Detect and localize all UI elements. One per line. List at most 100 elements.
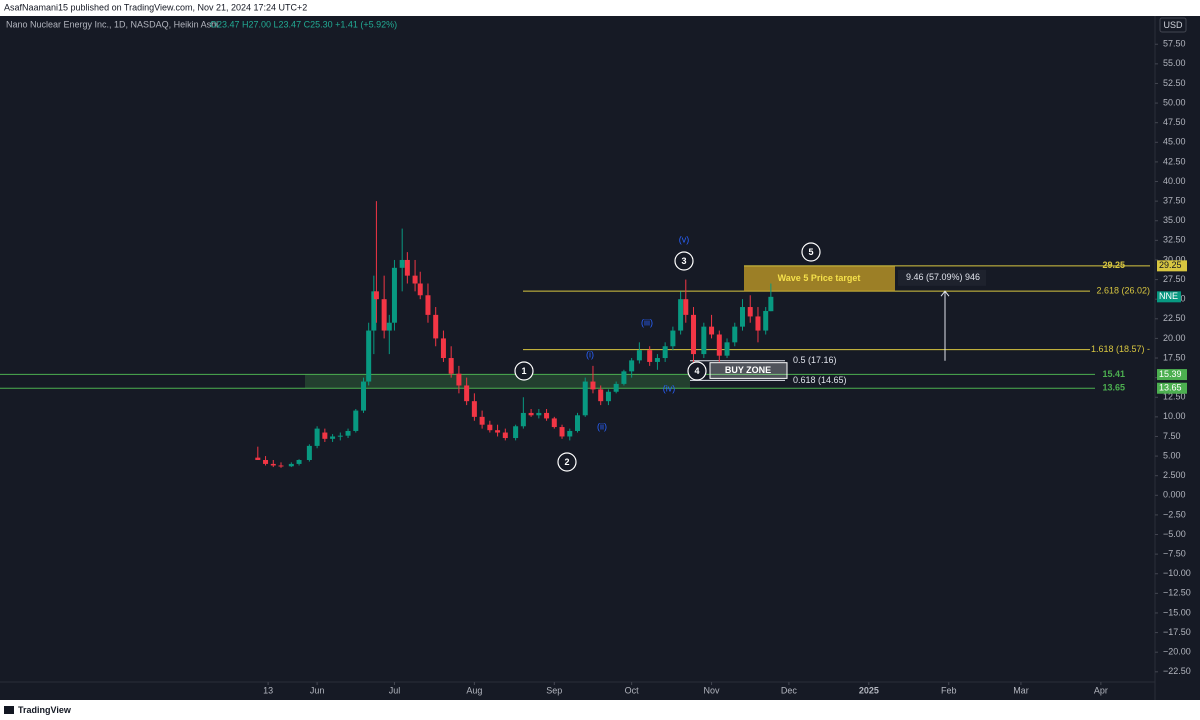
measure-box: [898, 269, 986, 286]
y-tick-label: 0.000: [1163, 490, 1186, 500]
target-price: 29.25: [1102, 260, 1125, 270]
y-tick-label: 30.00: [1163, 254, 1186, 264]
wave-circle: [674, 251, 694, 271]
ticker-badge: [1157, 291, 1181, 303]
wave-label: 4: [694, 366, 699, 376]
arrow-head: [940, 290, 950, 297]
x-tick-label: Jul: [389, 685, 401, 695]
target-text: Wave 5 Price target: [778, 273, 861, 283]
y-tick-label: 47.50: [1163, 117, 1186, 127]
candle-body: [448, 358, 454, 374]
x-tick-label: Nov: [704, 685, 721, 695]
axis-badge: [1157, 260, 1187, 272]
subwave-label: (iii): [641, 317, 653, 327]
candle-body: [716, 334, 722, 356]
subwave-label: (ii): [597, 421, 607, 431]
x-tick-label: Feb: [941, 685, 957, 695]
y-tick-label: −15.00: [1163, 607, 1191, 617]
candle-body: [701, 326, 707, 355]
candle-body: [513, 426, 519, 439]
candle-body: [551, 418, 557, 428]
axis-badge-label: 13.65: [1159, 383, 1182, 393]
y-tick-label: −10.00: [1163, 568, 1191, 578]
fib-label: 1.618 (18.57) -: [1091, 344, 1150, 354]
y-tick-label: 45.00: [1163, 137, 1186, 147]
fib-label: 0.5 (17.16): [793, 355, 837, 365]
axis-badge: [1157, 369, 1187, 381]
y-tick-label: 7.50: [1163, 431, 1181, 441]
subwave-label: (iv): [663, 383, 676, 393]
candle-body: [456, 373, 462, 386]
candle-body: [417, 283, 423, 296]
x-tick-label: Oct: [625, 685, 640, 695]
candle-body: [487, 424, 493, 431]
y-tick-label: 17.50: [1163, 352, 1186, 362]
candle-body: [768, 296, 774, 312]
y-tick-label: 42.50: [1163, 156, 1186, 166]
candle-body: [763, 310, 769, 331]
candle-body: [755, 316, 761, 331]
candle-body: [391, 267, 397, 323]
candle-body: [536, 412, 542, 416]
y-tick-label: −12.50: [1163, 588, 1191, 598]
candle-body: [330, 436, 336, 439]
x-tick-label: Aug: [466, 685, 482, 695]
currency[interactable]: USD: [1163, 20, 1183, 30]
candle-body: [278, 465, 284, 467]
candle-body: [425, 295, 431, 315]
y-tick-label: −17.50: [1163, 627, 1191, 637]
candle-body: [582, 381, 588, 416]
candle-body: [747, 307, 753, 317]
y-tick-label: 40.00: [1163, 176, 1186, 186]
y-tick-label: 12.50: [1163, 392, 1186, 402]
x-tick-label: Sep: [546, 685, 562, 695]
y-tick-label: −5.00: [1163, 529, 1186, 539]
candle-body: [590, 381, 596, 390]
y-tick-label: 55.00: [1163, 58, 1186, 68]
candle-body: [399, 259, 405, 268]
candle-body: [724, 342, 730, 356]
y-tick-label: 32.50: [1163, 235, 1186, 245]
fib-label: 2.618 (26.02): [1096, 286, 1150, 296]
candle-body: [670, 330, 676, 347]
candle-body: [636, 350, 642, 361]
candle-body: [740, 307, 745, 327]
axis-badge: [1157, 382, 1187, 394]
candle-body: [709, 326, 715, 335]
wave-label: 3: [681, 256, 686, 266]
y-tick-label: 52.50: [1163, 78, 1186, 88]
candle-body: [440, 338, 446, 359]
y-tick-label: 10.00: [1163, 411, 1186, 421]
axis-badge-label: 15.39: [1159, 369, 1182, 379]
candle-body: [288, 463, 294, 467]
candle-body: [621, 371, 627, 384]
candle-body: [263, 460, 269, 464]
candle-body: [559, 427, 565, 437]
y-tick-label: −7.50: [1163, 549, 1186, 559]
axis-badge-label: 29.25: [1159, 260, 1182, 270]
y-tick-label: 57.50: [1163, 39, 1186, 49]
wave-label: 1: [521, 366, 526, 376]
x-tick-label: Apr: [1094, 685, 1108, 695]
y-tick-label: 2.500: [1163, 470, 1186, 480]
wave-label: 2: [564, 457, 569, 467]
candle-body: [683, 299, 689, 315]
x-tick-label: Dec: [781, 685, 798, 695]
candle-body: [366, 330, 372, 382]
candle-body: [337, 435, 343, 437]
candle-body: [371, 291, 377, 331]
x-tick-label: Jun: [310, 685, 325, 695]
candle-body: [255, 457, 261, 460]
candle-body: [381, 299, 387, 331]
buy-zone-box: [709, 362, 788, 379]
candle-body: [404, 259, 410, 276]
ticker-badge-label: NNE: [1159, 291, 1178, 301]
candle-body: [598, 389, 604, 402]
wave-circle: [687, 361, 707, 381]
currency-box[interactable]: [1159, 17, 1187, 33]
y-tick-label: 37.50: [1163, 196, 1186, 206]
candle-body: [647, 350, 653, 362]
candle-body: [345, 430, 351, 436]
y-tick-label: 27.50: [1163, 274, 1186, 284]
